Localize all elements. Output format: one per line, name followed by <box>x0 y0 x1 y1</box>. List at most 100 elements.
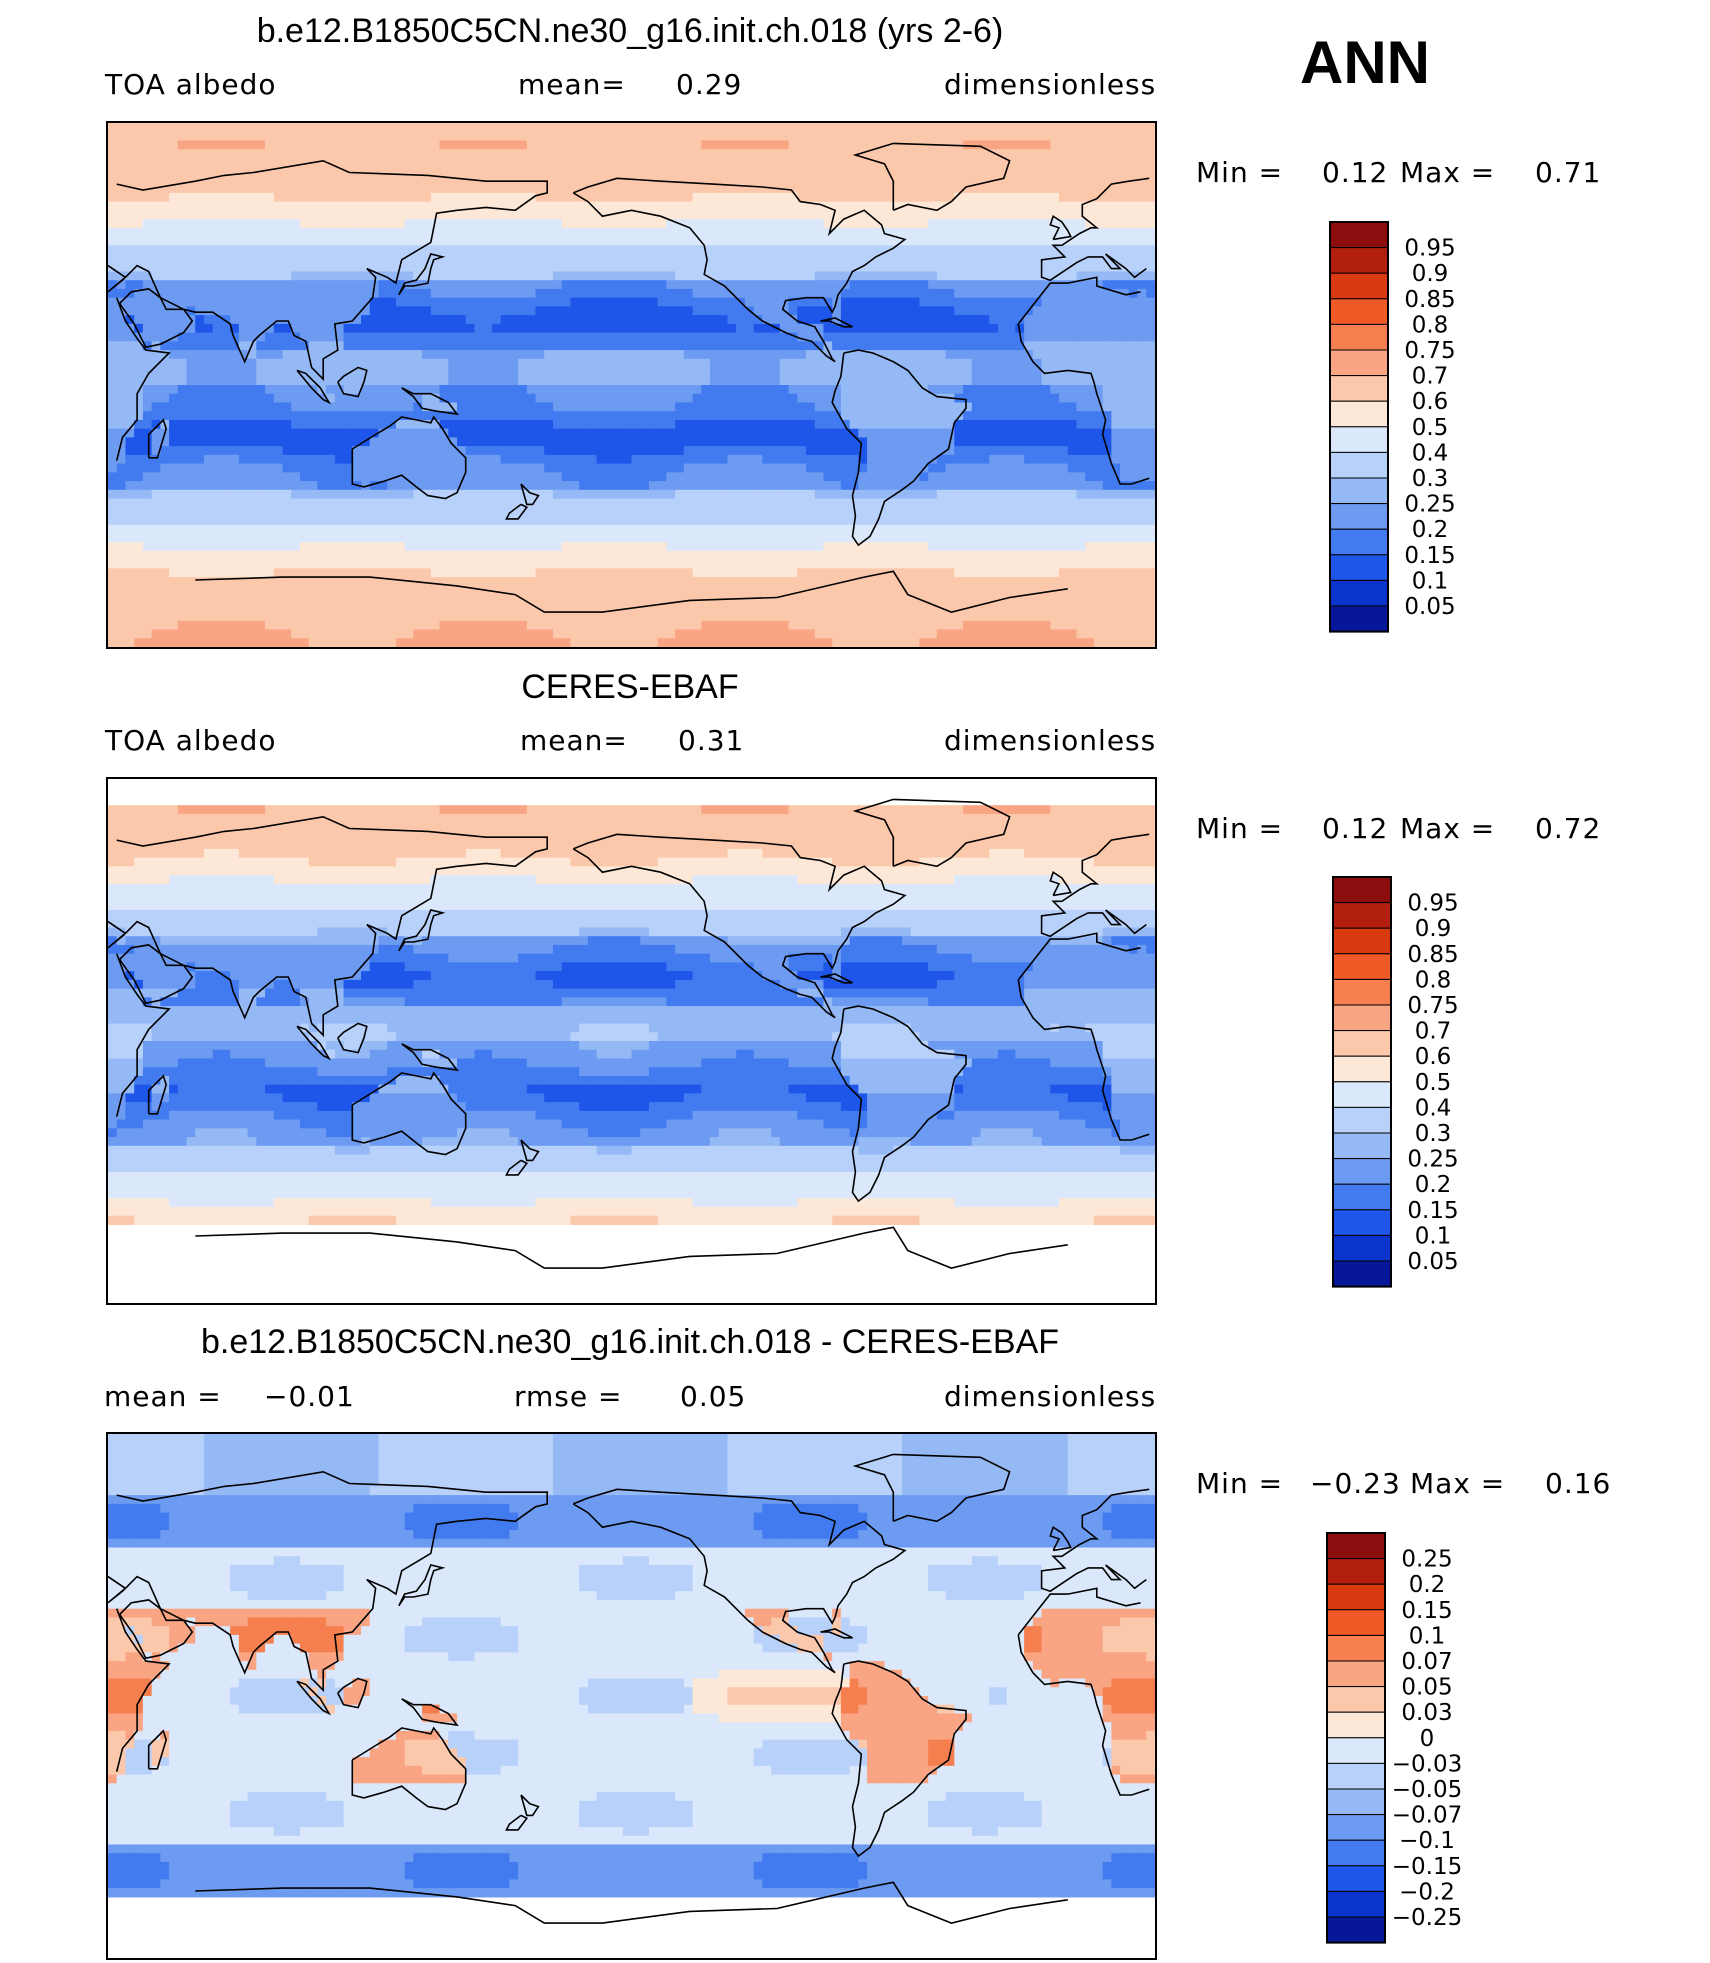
colorbar-swatch <box>1326 1865 1386 1892</box>
coastline-arabia <box>118 1599 194 1660</box>
max-value: 0.16 <box>1545 1467 1612 1500</box>
colorbar-swatch <box>1329 221 1389 249</box>
coastline-samerica <box>831 349 967 547</box>
colorbar-tick-label: 0.05 <box>1401 1675 1452 1701</box>
colorbar-tick-label: 0.4 <box>1412 440 1449 466</box>
colorbar-tick-label: 0.15 <box>1407 1198 1458 1224</box>
colorbar-swatch <box>1332 1132 1392 1160</box>
coastline-uk <box>1049 870 1072 897</box>
min-label: Min = <box>1196 156 1284 189</box>
diff-mean-value: −0.01 <box>264 1380 355 1413</box>
colorbar-tick-label: −0.25 <box>1392 1905 1462 1931</box>
coastline-newguinea <box>401 1698 459 1727</box>
colorbar-tick-label: 0.03 <box>1401 1700 1452 1726</box>
colorbar-tick-label: 0.2 <box>1412 517 1449 543</box>
colorbar-tick-label: 0.75 <box>1407 993 1458 1019</box>
coastline-arabia <box>118 944 194 1005</box>
colorbar-swatch <box>1326 1532 1386 1560</box>
colorbar-tick-label: 0.6 <box>1415 1044 1452 1070</box>
colorbar-swatch <box>1332 1004 1392 1032</box>
map-difference <box>106 1432 1157 1960</box>
colorbar-swatch <box>1332 1209 1392 1236</box>
units-label: dimensionless <box>944 68 1157 101</box>
colorbar-tick-label: 0.5 <box>1412 415 1449 441</box>
colorbar-swatch <box>1326 1558 1386 1585</box>
colorbar-swatch <box>1329 503 1389 530</box>
colorbar-swatch <box>1326 1814 1386 1841</box>
max-label: Max = <box>1410 1467 1506 1500</box>
colorbar-swatch <box>1332 1158 1392 1185</box>
min-value: 0.12 <box>1322 156 1389 189</box>
colorbar-swatch <box>1326 1583 1386 1611</box>
coastline-sumatra <box>296 369 332 405</box>
colorbar-tick-label: 0.9 <box>1412 261 1449 287</box>
coastline-nzn <box>520 1794 540 1817</box>
colorbar-swatch <box>1329 528 1389 556</box>
units-label: dimensionless <box>944 1380 1157 1413</box>
colorbar-tick-label: 0.2 <box>1415 1172 1452 1198</box>
colorbar-difference: 0.25 0.2 0.15 0.1 0.07 0.05 0.03 0 −0.03 −0.05 −0.… <box>1326 1532 1507 1949</box>
colorbar-swatch <box>1326 1890 1386 1918</box>
colorbar-tick-label: −0.03 <box>1392 1751 1462 1777</box>
coastline-borneo <box>337 1677 368 1709</box>
coastline-borneo <box>337 1022 368 1054</box>
colorbar-tick-label: 0.1 <box>1409 1623 1446 1649</box>
min-label: Min = <box>1196 812 1284 845</box>
rmse-label: rmse = <box>514 1380 623 1413</box>
coastline-samerica <box>831 1660 967 1858</box>
colorbar-swatch <box>1332 1234 1392 1262</box>
coastline-nzs <box>505 503 529 520</box>
colorbar-swatch <box>1329 451 1389 479</box>
colorbar-tick-label: 0.8 <box>1412 312 1449 338</box>
coastline-sumatra <box>296 1680 332 1716</box>
colorbar-swatch <box>1326 1916 1386 1944</box>
coastline-africa <box>115 932 1150 1141</box>
coastline-japan <box>398 1564 446 1607</box>
colorbar-swatch <box>1332 1183 1392 1211</box>
coastline-madagascar <box>147 1729 168 1770</box>
mean-label: mean= <box>520 724 628 757</box>
coastline-samerica <box>831 1005 967 1203</box>
max-label: Max = <box>1400 156 1496 189</box>
min-label: Min = <box>1196 1467 1284 1500</box>
colorbar-swatch <box>1326 1686 1386 1713</box>
colorbar-swatch <box>1326 1609 1386 1636</box>
coastline-eurasia <box>108 815 1150 1038</box>
colorbar-tick-label: 0.2 <box>1409 1572 1446 1598</box>
colorbar-swatch <box>1326 1788 1386 1816</box>
coastline-africa <box>115 276 1150 485</box>
coastline-namerica <box>572 1488 907 1674</box>
colorbar-tick-label: 0.95 <box>1404 236 1455 262</box>
colorbar-tick-label: 0.1 <box>1412 568 1449 594</box>
colorbar-tick-label: −0.1 <box>1399 1828 1455 1854</box>
colorbar-tick-label: 0.25 <box>1401 1547 1452 1573</box>
coastline-greenland <box>852 798 1011 868</box>
max-value: 0.72 <box>1535 812 1602 845</box>
colorbar-tick-label: 0.25 <box>1407 1147 1458 1173</box>
colorbar-tick-label: 0.7 <box>1412 364 1449 390</box>
colorbar-swatch <box>1326 1660 1386 1688</box>
coastline-nzn <box>520 1139 540 1162</box>
min-value: 0.12 <box>1322 812 1389 845</box>
colorbar-swatch <box>1332 1030 1392 1057</box>
colorbar-swatch <box>1329 605 1389 633</box>
variable-label: TOA albedo <box>105 724 277 757</box>
max-label: Max = <box>1400 812 1496 845</box>
coastline-nzn <box>520 483 540 506</box>
colorbar-swatch <box>1332 1106 1392 1134</box>
colorbar-obs: 0.95 0.9 0.85 0.8 0.75 0.7 0.6 0.5 0.4 0.3 0.25 0.2… <box>1332 876 1513 1293</box>
coastline-antarctica <box>195 570 1068 613</box>
colorbar-tick-label: 0.95 <box>1407 891 1458 917</box>
colorbar-swatch <box>1329 323 1389 351</box>
colorbar-swatch <box>1332 876 1392 904</box>
mean-value: 0.31 <box>678 724 745 757</box>
mean-value: 0.29 <box>676 68 743 101</box>
coastline-greenland <box>852 142 1011 212</box>
coastline-greenland <box>852 1453 1011 1523</box>
colorbar-swatch <box>1329 554 1389 581</box>
colorbar-swatch <box>1332 978 1392 1006</box>
coastline-eurasia <box>108 1470 1150 1693</box>
units-label: dimensionless <box>944 724 1157 757</box>
colorbar-swatch <box>1332 927 1392 955</box>
mean-label: mean= <box>518 68 626 101</box>
